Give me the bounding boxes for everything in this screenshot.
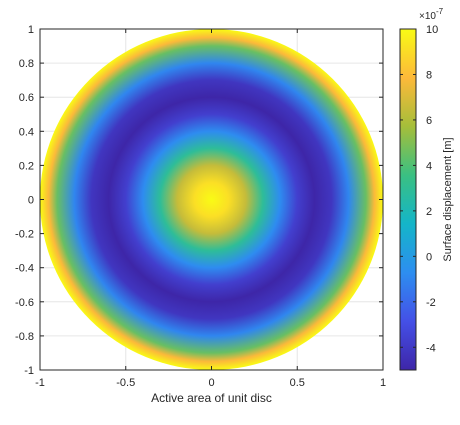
y-axis: 1 0.8 0.6 0.4 0.2 0 -0.2 -0.4 -0.6 -0.8 -1 <box>15 24 383 377</box>
y-tick-label: 0.6 <box>19 92 34 104</box>
colorbar: 10 8 6 4 2 0 -2 -4 ×10-7 Surface displacement [m] <box>399 7 454 371</box>
y-tick-label: -0.6 <box>15 297 34 309</box>
x-tick-label: -1 <box>35 377 45 389</box>
y-tick-label: 0.8 <box>19 58 34 70</box>
colorbar-exponent-base: ×10 <box>419 11 436 22</box>
colorbar-tick-label: 10 <box>426 24 438 36</box>
x-axis-label: Active area of unit disc <box>151 391 272 405</box>
x-tick-label: 1 <box>380 377 386 389</box>
y-tick-label: 0 <box>28 195 34 207</box>
colorbar-tick-label: 6 <box>426 115 432 127</box>
displacement-disc <box>40 29 383 370</box>
x-axis: -1 -0.5 0 0.5 1 Active area of unit disc <box>35 29 386 405</box>
x-tick-label: 0 <box>208 377 214 389</box>
y-tick-label: -1 <box>24 365 34 377</box>
colorbar-tick-label: 0 <box>426 251 432 263</box>
colorbar-label: Surface displacement [m] <box>442 137 454 261</box>
y-tick-label: -0.4 <box>15 263 34 275</box>
y-tick-label: 0.2 <box>19 160 34 172</box>
x-tick-label: 0.5 <box>290 377 305 389</box>
colorbar-tick-label: -4 <box>426 342 436 354</box>
x-tick-label: -0.5 <box>116 377 135 389</box>
colorbar-fill <box>399 28 417 371</box>
y-tick-label: 1 <box>28 24 34 36</box>
colorbar-exponent: ×10-7 <box>419 7 444 22</box>
y-tick-label: -0.2 <box>15 229 34 241</box>
y-tick-label: 0.4 <box>19 126 34 138</box>
y-tick-label: -0.8 <box>15 331 34 343</box>
colorbar-tick-label: 4 <box>426 160 432 172</box>
colorbar-exponent-power: -7 <box>436 7 444 16</box>
colorbar-tick-label: 2 <box>426 206 432 218</box>
colorbar-tick-label: -2 <box>426 297 436 309</box>
colorbar-tick-label: 8 <box>426 69 432 81</box>
